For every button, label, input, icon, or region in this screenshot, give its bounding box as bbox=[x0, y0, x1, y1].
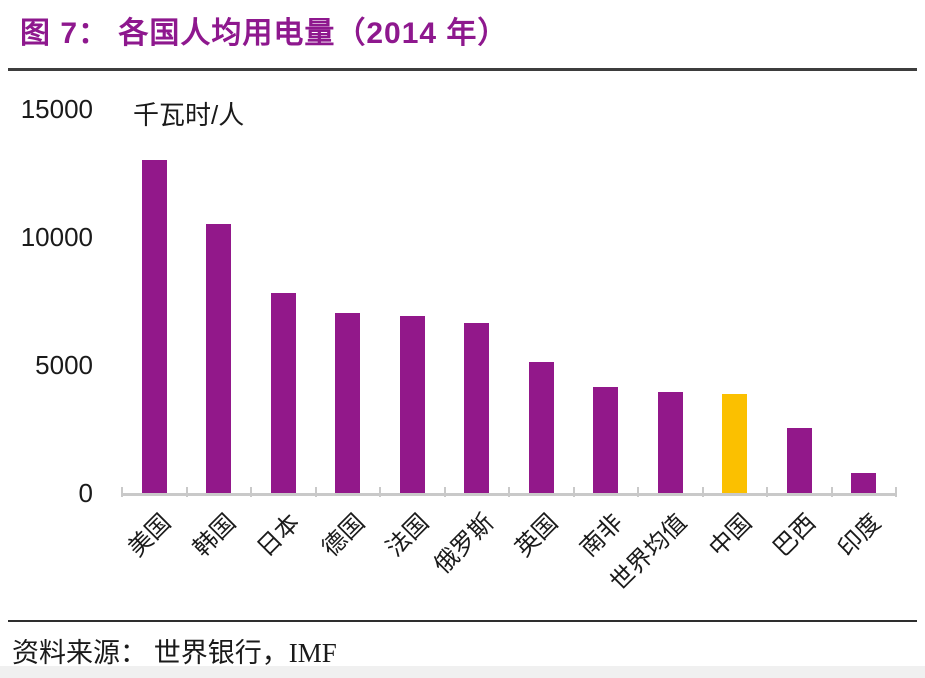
x-axis-tick bbox=[185, 487, 188, 497]
figure-title: 图 7： 各国人均用电量（2014 年） bbox=[20, 17, 509, 50]
bar-德国 bbox=[335, 312, 361, 493]
x-axis-tick bbox=[766, 487, 768, 497]
y-axis-unit-label: 千瓦时/人 bbox=[133, 100, 245, 130]
x-axis-label-日本: 日本 bbox=[252, 509, 306, 563]
data-source-note: 资料来源： 世界银行，IMF bbox=[12, 638, 337, 668]
x-axis-tick bbox=[637, 487, 639, 497]
y-axis-tick-label: 15000 bbox=[20, 94, 93, 124]
x-axis-label-中国: 中国 bbox=[703, 509, 757, 563]
bar-世界均值 bbox=[657, 391, 683, 493]
x-axis-label-英国: 英国 bbox=[510, 509, 564, 563]
x-axis-label-法国: 法国 bbox=[381, 509, 435, 563]
x-axis-tick bbox=[572, 487, 575, 497]
bar-俄罗斯 bbox=[464, 322, 490, 493]
bar-印度 bbox=[851, 472, 877, 493]
bar-韩国 bbox=[206, 224, 232, 493]
y-axis-tick-label: 5000 bbox=[35, 350, 93, 380]
bar-法国 bbox=[399, 316, 425, 493]
footer-separator-line bbox=[8, 620, 917, 622]
y-axis-tick-label: 10000 bbox=[20, 222, 93, 252]
page-bottom-strip bbox=[0, 666, 925, 678]
x-axis-tick bbox=[508, 487, 510, 497]
bar-美国 bbox=[141, 160, 167, 493]
x-axis-tick bbox=[121, 487, 123, 497]
bar-南非 bbox=[593, 386, 619, 493]
x-axis-tick bbox=[701, 487, 704, 497]
x-axis-label-印度: 印度 bbox=[832, 509, 886, 563]
x-axis-label-美国: 美国 bbox=[123, 509, 177, 563]
bar-巴西 bbox=[786, 427, 812, 493]
x-axis-tick bbox=[443, 487, 446, 497]
x-axis-tick bbox=[830, 487, 833, 497]
bar-日本 bbox=[270, 293, 296, 493]
x-axis-tick bbox=[379, 487, 381, 497]
bar-英国 bbox=[528, 362, 554, 493]
title-separator-line bbox=[8, 68, 917, 71]
x-axis-tick bbox=[250, 487, 252, 497]
x-axis-label-巴西: 巴西 bbox=[768, 509, 822, 563]
x-axis-tick bbox=[314, 487, 317, 497]
x-axis-label-南非: 南非 bbox=[574, 509, 628, 563]
bar-中国 bbox=[722, 394, 748, 493]
x-axis-label-俄罗斯: 俄罗斯 bbox=[428, 509, 499, 580]
x-axis-label-韩国: 韩国 bbox=[187, 509, 241, 563]
x-axis-tick bbox=[895, 487, 897, 497]
x-axis-label-德国: 德国 bbox=[316, 509, 370, 563]
y-axis-tick-label: 0 bbox=[78, 478, 93, 508]
